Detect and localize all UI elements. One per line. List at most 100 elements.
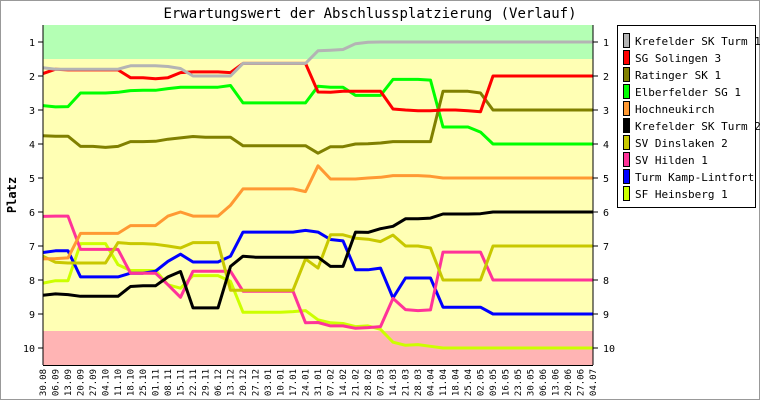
legend-swatch: [623, 50, 630, 65]
x-tick-label: 27.09: [89, 369, 99, 396]
legend-swatch: [623, 135, 630, 150]
chart-title: Erwartungswert der Abschlussplatzierung …: [163, 6, 576, 22]
legend-item: SF Heinsberg 1: [623, 186, 728, 201]
x-tick-label: 14.02: [339, 369, 349, 396]
x-tick-label: 03.01: [264, 369, 274, 396]
legend-item: Elberfelder SG 1: [623, 84, 741, 99]
x-tick-label: 31.01: [314, 369, 324, 396]
x-tick-label: 11.10: [114, 369, 124, 396]
x-tick-label: 20.09: [77, 369, 87, 396]
legend-item: Krefelder SK Turm 1: [623, 33, 760, 48]
x-tick-label: 09.05: [489, 369, 499, 396]
x-tick-label: 20.12: [239, 369, 249, 396]
x-tick-label: 01.11: [152, 369, 162, 396]
y-tick-label-right: 1: [603, 38, 609, 49]
x-tick-label: 30.05: [527, 369, 537, 396]
legend-swatch: [623, 67, 630, 82]
legend-label: Hochneukirch: [635, 103, 714, 116]
legend-swatch: [623, 186, 630, 201]
legend-swatch: [623, 33, 630, 48]
series-line-1: [42, 61, 593, 114]
legend-label: Elberfelder SG 1: [635, 86, 741, 99]
y-tick-label-left: 5: [29, 174, 35, 185]
series-line-4: [42, 164, 593, 261]
x-tick-label: 21.02: [352, 369, 362, 396]
legend-label: Ratinger SK 1: [635, 69, 721, 82]
legend-label: SG Solingen 3: [635, 52, 721, 65]
x-tick-label: 10.01: [277, 369, 287, 396]
y-tick-label-right: 8: [603, 276, 609, 287]
y-tick-label-right: 4: [603, 140, 609, 151]
y-tick-label-left: 7: [29, 242, 35, 253]
x-tick-label: 27.12: [252, 369, 262, 396]
x-tick-label: 14.03: [389, 369, 399, 396]
y-tick-label-left: 9: [29, 310, 35, 321]
x-tick-label: 17.01: [289, 369, 299, 396]
legend-item: SV Dinslaken 2: [623, 135, 728, 150]
x-tick-label: 13.09: [64, 369, 74, 396]
y-tick-label-left: 4: [29, 140, 35, 151]
legend-swatch: [623, 101, 630, 116]
y-tick-label-right: 10: [603, 344, 615, 355]
y-tick-label-right: 9: [603, 310, 609, 321]
legend-item: Hochneukirch: [623, 101, 714, 116]
series-line-7: [42, 214, 593, 330]
x-tick-labels: 30.08 06.09 13.09 20.09 27.09 04.10 11.10 18.10…: [39, 369, 599, 396]
x-tick-label: 04.04: [427, 369, 437, 396]
x-tick-label: 22.11: [189, 369, 199, 396]
axes: 1 1 2 2 3 3 4 4 5 5 6 6 7 7 8 8 9 9 10 10: [23, 25, 615, 366]
x-tick-label: 21.03: [402, 369, 412, 396]
x-tick-label: 24.01: [302, 369, 312, 396]
legend-label: SV Hilden 1: [635, 154, 708, 167]
x-tick-label: 07.03: [377, 369, 387, 396]
legend-box: [617, 25, 756, 208]
legend-item: SV Hilden 1: [623, 152, 708, 167]
legend-label: Krefelder SK Turm 2: [635, 120, 760, 133]
y-tick-label-left: 3: [29, 106, 35, 117]
y-tick-label-right: 5: [603, 174, 609, 185]
legend-swatch: [623, 152, 630, 167]
legend-swatch: [623, 169, 630, 184]
x-tick-label: 25.10: [139, 369, 149, 396]
x-tick-label: 02.05: [477, 369, 487, 396]
x-tick-label: 16.05: [502, 369, 512, 396]
series-lines: [42, 40, 593, 350]
x-tick-label: 28.03: [414, 369, 424, 396]
series-line-3: [42, 77, 593, 146]
legend-label: SF Heinsberg 1: [635, 188, 728, 201]
x-tick-label: 07.02: [327, 369, 337, 396]
y-tick-label-right: 6: [603, 208, 609, 219]
series-line-5: [42, 210, 593, 310]
y-tick-label-left: 6: [29, 208, 35, 219]
x-tick-label: 27.06: [577, 369, 587, 396]
x-tick-label: 11.04: [439, 369, 449, 396]
x-tick-label: 06.09: [52, 369, 62, 396]
y-tick-label-left: 8: [29, 276, 35, 287]
legend-swatch: [623, 118, 630, 133]
series-line-2: [42, 89, 593, 155]
x-tick-label: 29.11: [202, 369, 212, 396]
x-tick-label: 28.02: [364, 369, 374, 396]
y-tick-label-left: 2: [29, 72, 35, 83]
series-line-9: [42, 242, 593, 350]
legend-label: Krefelder SK Turm 1: [635, 35, 760, 48]
x-tick-label: 20.06: [564, 369, 574, 396]
x-tick-label: 04.07: [589, 369, 599, 396]
legend-label: Turm Kamp-Lintfort: [635, 171, 754, 184]
x-tick-label: 25.04: [464, 369, 474, 396]
x-tick-label: 15.11: [177, 369, 187, 396]
legend-item: SG Solingen 3: [623, 50, 721, 65]
legend-swatch: [623, 84, 630, 99]
x-tick-label: 23.05: [514, 369, 524, 396]
y-tick-label-right: 7: [603, 242, 609, 253]
x-tick-label: 06.06: [539, 369, 549, 396]
x-tick-label: 18.10: [127, 369, 137, 396]
legend: Krefelder SK Turm 1 SG Solingen 3 Ratinger…: [617, 25, 760, 208]
y-tick-label-left: 1: [29, 38, 35, 49]
x-tick-label: 30.08: [39, 369, 49, 396]
legend-item: Turm Kamp-Lintfort: [623, 169, 754, 184]
series-line-6: [42, 233, 593, 292]
x-tick-label: 13.06: [552, 369, 562, 396]
